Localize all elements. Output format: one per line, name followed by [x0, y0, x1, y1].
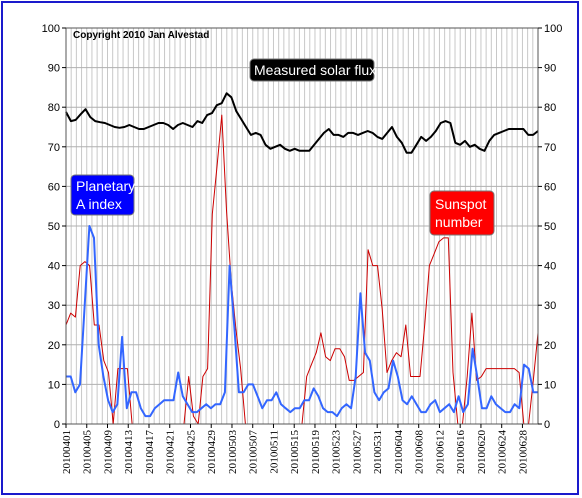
solar-flux-label: Measured solar flux [249, 58, 376, 82]
y-tick-label-left: 60 [48, 181, 60, 193]
copyright-text: Copyright 2010 Jan Alvestad [73, 30, 209, 41]
a-index-line [66, 225, 538, 418]
y-tick-label-right: 40 [544, 261, 556, 273]
y-tick-label-right: 80 [544, 102, 556, 114]
solar-chart: 0 10 20 30 40 50 60 70 80 90 100 0 10 20 30 40 50 60 70 80… [42, 23, 563, 474]
y-tick-label-right: 90 [544, 63, 556, 75]
x-tick-label: 20100628 [517, 430, 529, 475]
x-tick-label: 20100612 [434, 430, 446, 474]
y-tick-label-right: 50 [544, 221, 556, 233]
x-tick-label: 20100507 [248, 430, 260, 475]
x-tick-label: 20100624 [497, 430, 509, 475]
y-tick-label-right: 70 [544, 142, 556, 154]
a-index-label-line1: Planetary [76, 178, 135, 194]
a-index-label: Planetary A index [70, 174, 135, 216]
y-tick-label-left: 20 [48, 340, 60, 352]
y-tick-label-left: 80 [48, 102, 60, 114]
y-axis-left: 0 10 20 30 40 50 60 70 80 90 100 [42, 23, 66, 431]
x-tick-label: 20100515 [289, 430, 301, 475]
sunspot-label: Sunspot number [429, 190, 495, 236]
y-tick-label-left: 90 [48, 63, 60, 75]
a-index-label-line2: A index [76, 196, 122, 212]
x-tick-label: 20100527 [351, 430, 363, 475]
x-tick-label: 20100405 [82, 430, 94, 475]
x-tick-label: 20100608 [414, 430, 426, 475]
x-tick-label: 20100604 [393, 430, 405, 475]
y-tick-label-right: 10 [544, 379, 556, 391]
x-tick-label: 20100503 [227, 430, 239, 475]
y-tick-label-right: 20 [544, 340, 556, 352]
x-tick-label: 20100417 [144, 430, 156, 475]
y-tick-label-right: 30 [544, 300, 556, 312]
x-tick-label: 20100429 [206, 430, 218, 475]
x-tick-label: 20100421 [165, 430, 177, 474]
x-tick-label: 20100620 [476, 430, 488, 475]
sunspot-label-line2: number [435, 214, 483, 230]
x-axis: 20100401 20100405 20100409 20100413 20100417… [61, 424, 529, 474]
x-tick-label: 20100511 [268, 430, 280, 474]
y-tick-label-left: 50 [48, 221, 60, 233]
sunspot-label-line1: Sunspot [435, 196, 486, 212]
x-tick-label: 20100616 [455, 430, 467, 475]
solar-flux-line [65, 92, 539, 154]
y-tick-label-left: 0 [54, 419, 60, 431]
y-tick-label-left: 30 [48, 300, 60, 312]
y-tick-label-left: 40 [48, 261, 60, 273]
y-axis-right: 0 10 20 30 40 50 60 70 80 90 100 [538, 23, 562, 431]
y-tick-label-left: 10 [48, 379, 60, 391]
x-tick-label: 20100401 [61, 430, 73, 474]
y-tick-label-right: 60 [544, 181, 556, 193]
y-tick-label-right: 0 [544, 419, 550, 431]
x-tick-label: 20100413 [123, 430, 135, 475]
x-tick-label: 20100531 [372, 430, 384, 474]
x-tick-label: 20100523 [331, 430, 343, 475]
solar-flux-label-text: Measured solar flux [254, 62, 376, 78]
y-tick-label-left: 100 [42, 23, 60, 35]
y-tick-label-right: 100 [544, 23, 562, 35]
y-tick-label-left: 70 [48, 142, 60, 154]
x-tick-label: 20100409 [102, 430, 114, 475]
x-tick-label: 20100425 [185, 430, 197, 475]
x-tick-label: 20100519 [310, 430, 322, 475]
